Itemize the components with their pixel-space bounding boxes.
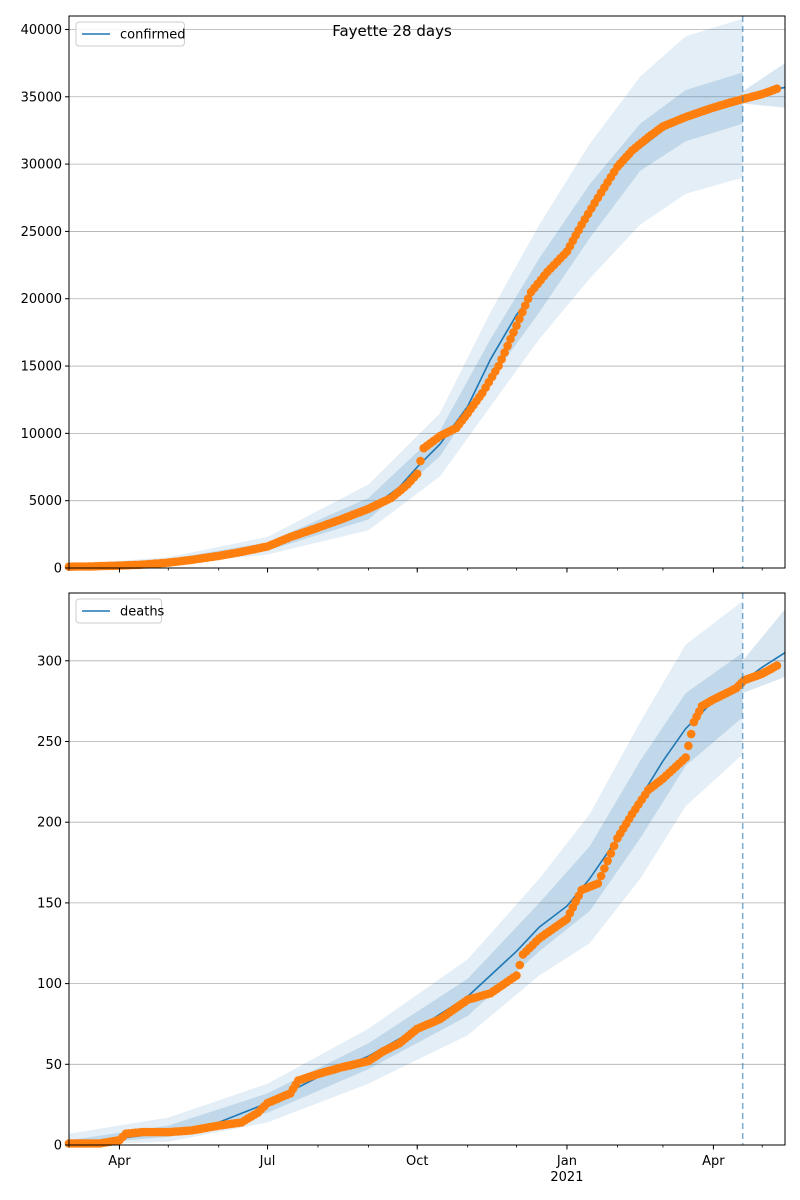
legend: deaths [75, 598, 165, 624]
observed-point [506, 334, 515, 344]
observed-point [509, 328, 518, 337]
y-tick-label: 300 [37, 654, 62, 669]
observed-point [593, 879, 603, 888]
observed-point [523, 294, 533, 304]
y-tick-label: 20000 [21, 292, 62, 307]
observed-point [772, 84, 782, 93]
y-tick-label: 25000 [21, 225, 62, 240]
observed-point [416, 456, 425, 466]
observed-point [596, 871, 606, 881]
observed-point [515, 960, 525, 970]
y-tick-label: 35000 [21, 90, 62, 105]
legend-label: confirmed [120, 28, 186, 43]
observed-point [515, 314, 524, 324]
observed-point [412, 469, 422, 479]
y-tick-label: 40000 [21, 23, 62, 38]
legend-label: deaths [120, 605, 165, 620]
band-outer-area [69, 18, 743, 568]
y-tick-label: 0 [54, 1139, 62, 1154]
observed-point [518, 307, 527, 317]
y-tick-label: 10000 [21, 427, 62, 442]
chart-title: Fayette 28 days [332, 22, 452, 40]
y-tick-label: 50 [45, 1058, 62, 1073]
observed-point [686, 729, 696, 739]
observed-point [521, 301, 530, 310]
y-tick-label: 15000 [21, 360, 62, 375]
x-tick-label: Apr [108, 1154, 131, 1169]
y-tick-label: 0 [54, 562, 62, 577]
observed-point [500, 348, 509, 357]
forecast-band-area [742, 609, 785, 694]
observed-point [494, 361, 503, 371]
observed-point [606, 849, 616, 858]
observed-point [603, 856, 612, 866]
observed-point [772, 661, 782, 670]
x-tick-sublabel: 2021 [550, 1170, 583, 1185]
observed-point [512, 971, 521, 980]
observed-point [609, 841, 619, 851]
deaths-model-line [68, 652, 786, 1146]
x-tick-label: Jan [556, 1154, 577, 1169]
y-tick-label: 200 [37, 816, 62, 831]
observed-point [512, 321, 521, 331]
confirmed-chart-panel: 0 5000 10000 15000 20000 25000 30000 35000 40000… [21, 15, 786, 577]
y-tick-label: 5000 [29, 494, 62, 509]
x-tick-label: Apr [702, 1154, 725, 1169]
plot-frame [68, 592, 786, 1146]
y-tick-label: 150 [37, 896, 62, 911]
observed-point [684, 741, 693, 751]
observed-point [497, 355, 506, 364]
observed-point [681, 753, 690, 762]
observed-point [600, 864, 609, 873]
legend-box [75, 598, 163, 624]
y-tick-label: 250 [37, 735, 62, 750]
x-tick-label: Oct [406, 1154, 428, 1169]
band-inner-area [69, 652, 743, 1145]
legend-box [75, 21, 185, 47]
band-outer-area [69, 601, 743, 1145]
x-tick-label: Jul [259, 1154, 276, 1169]
y-tick-label: 100 [37, 977, 62, 992]
y-tick-label: 30000 [21, 158, 62, 173]
plot-frame [68, 15, 786, 569]
observed-point [503, 341, 512, 351]
legend: confirmed [75, 21, 186, 47]
